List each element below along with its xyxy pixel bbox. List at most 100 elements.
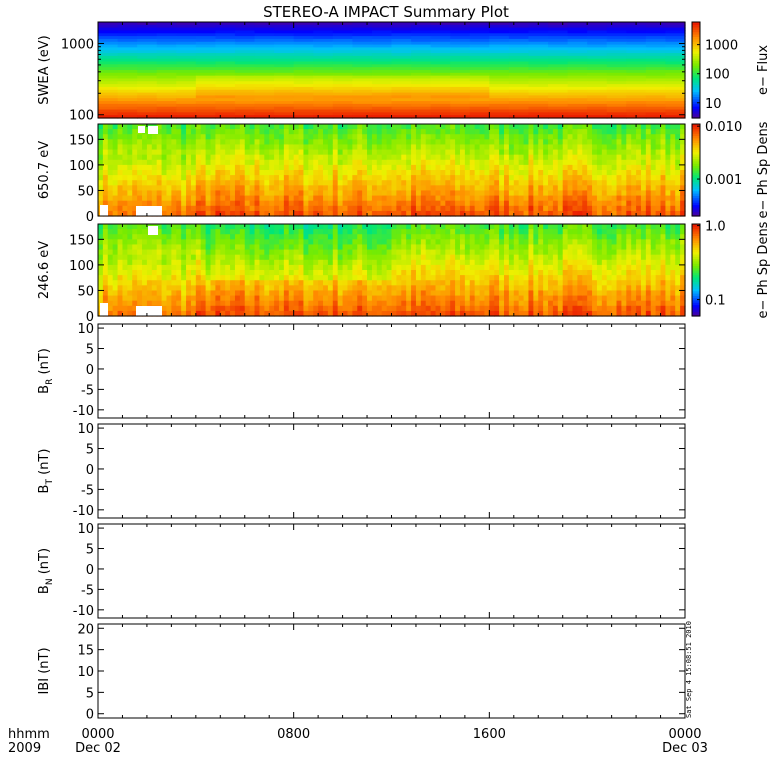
heatmap-cell [176, 30, 197, 34]
heatmap-cell [195, 103, 216, 108]
heatmap-cell [215, 185, 221, 192]
heatmap-cell [347, 124, 353, 130]
heatmap-cell [391, 139, 397, 146]
heatmap-cell [518, 200, 525, 207]
heatmap-cell [518, 205, 525, 212]
heatmap-cell [435, 144, 442, 151]
heatmap-cell [313, 159, 319, 166]
heatmap-cell [156, 154, 163, 161]
heatmap-cell [215, 159, 221, 166]
heatmap-cell [171, 144, 177, 151]
heatmap-cell [469, 139, 476, 146]
colorbar-swatch [692, 195, 700, 199]
heatmap-cell [548, 205, 554, 212]
heatmap-cell [435, 129, 442, 135]
heatmap-cell [367, 295, 373, 302]
heatmap-cell [543, 185, 549, 192]
heatmap-cell [323, 195, 329, 202]
heatmap-cell [161, 275, 168, 281]
heatmap-cell [596, 154, 603, 161]
heatmap-cell [283, 310, 290, 317]
heatmap-cell [386, 244, 393, 251]
heatmap-cell [332, 101, 353, 105]
heatmap-cell [215, 38, 236, 43]
heatmap-cell [626, 144, 632, 151]
heatmap-cell [308, 180, 314, 186]
heatmap-cell [166, 205, 172, 212]
heatmap-cell [298, 175, 305, 181]
heatmap-cell [420, 154, 427, 161]
heatmap-cell [293, 185, 300, 192]
heatmap-cell [557, 175, 564, 181]
heatmap-cell [215, 22, 236, 26]
heatmap-cell [572, 185, 578, 192]
heatmap-cell [137, 78, 158, 82]
heatmap-cell [650, 154, 657, 161]
heatmap-cell [274, 290, 280, 297]
heatmap-cell [151, 195, 158, 202]
heatmap-cell [190, 129, 197, 135]
heatmap-cell [587, 129, 593, 135]
heatmap-cell [332, 44, 353, 49]
heatmap-cell [425, 305, 432, 312]
heatmap-cell [469, 115, 490, 119]
heatmap-cell [450, 22, 471, 26]
heatmap-cell [406, 164, 412, 171]
heatmap-cell [98, 86, 119, 91]
heatmap-cell [156, 200, 163, 207]
heatmap-cell [518, 224, 525, 230]
heatmap-cell [508, 115, 530, 119]
colorbar-tick-label: 0.010 [705, 120, 742, 135]
heatmap-cell [538, 180, 544, 186]
heatmap-cell [249, 234, 256, 240]
heatmap-cell [469, 61, 490, 65]
heatmap-cell [450, 205, 456, 212]
heatmap-cell [112, 285, 119, 292]
heatmap-cell [396, 234, 402, 240]
heatmap-cell [161, 229, 168, 235]
heatmap-cell [665, 58, 686, 63]
heatmap-cell [122, 310, 128, 317]
heatmap-cell [186, 239, 192, 246]
heatmap-cell [611, 144, 618, 151]
heatmap-cell [469, 24, 490, 29]
heatmap-cell [401, 124, 407, 130]
heatmap-cell [504, 180, 510, 186]
heatmap-cell [205, 305, 212, 312]
heatmap-cell [181, 180, 187, 186]
heatmap-cell [508, 305, 515, 312]
heatmap-cell [274, 53, 295, 57]
heatmap-cell [181, 259, 187, 266]
heatmap-cell [210, 134, 216, 140]
heatmap-cell [181, 139, 187, 146]
colorbar-swatch [692, 58, 700, 61]
heatmap-cell [274, 61, 295, 65]
heatmap-cell [254, 47, 275, 51]
heatmap-cell [215, 139, 221, 146]
heatmap-cell [332, 270, 339, 276]
heatmap-cell [665, 101, 686, 105]
heatmap-cell [142, 144, 148, 151]
colorbar-swatch [692, 108, 700, 112]
heatmap-cell [220, 239, 226, 246]
heatmap-cell [313, 44, 334, 49]
heatmap-cell [323, 185, 329, 192]
heatmap-cell [98, 27, 119, 32]
heatmap-cell [313, 98, 334, 102]
heatmap-cell [548, 190, 554, 197]
heatmap-cell [98, 106, 119, 111]
heatmap-cell [151, 134, 158, 140]
heatmap-cell [401, 180, 407, 186]
heatmap-cell [186, 264, 192, 271]
heatmap-cell [205, 175, 212, 181]
heatmap-cell [450, 75, 471, 80]
heatmap-cell [230, 175, 236, 181]
heatmap-cell [567, 38, 588, 43]
heatmap-cell [474, 270, 481, 276]
heatmap-cell [293, 200, 300, 207]
heatmap-cell [230, 239, 236, 246]
heatmap-cell [117, 285, 124, 292]
heatmap-cell [376, 310, 383, 317]
heatmap-cell [391, 92, 412, 97]
